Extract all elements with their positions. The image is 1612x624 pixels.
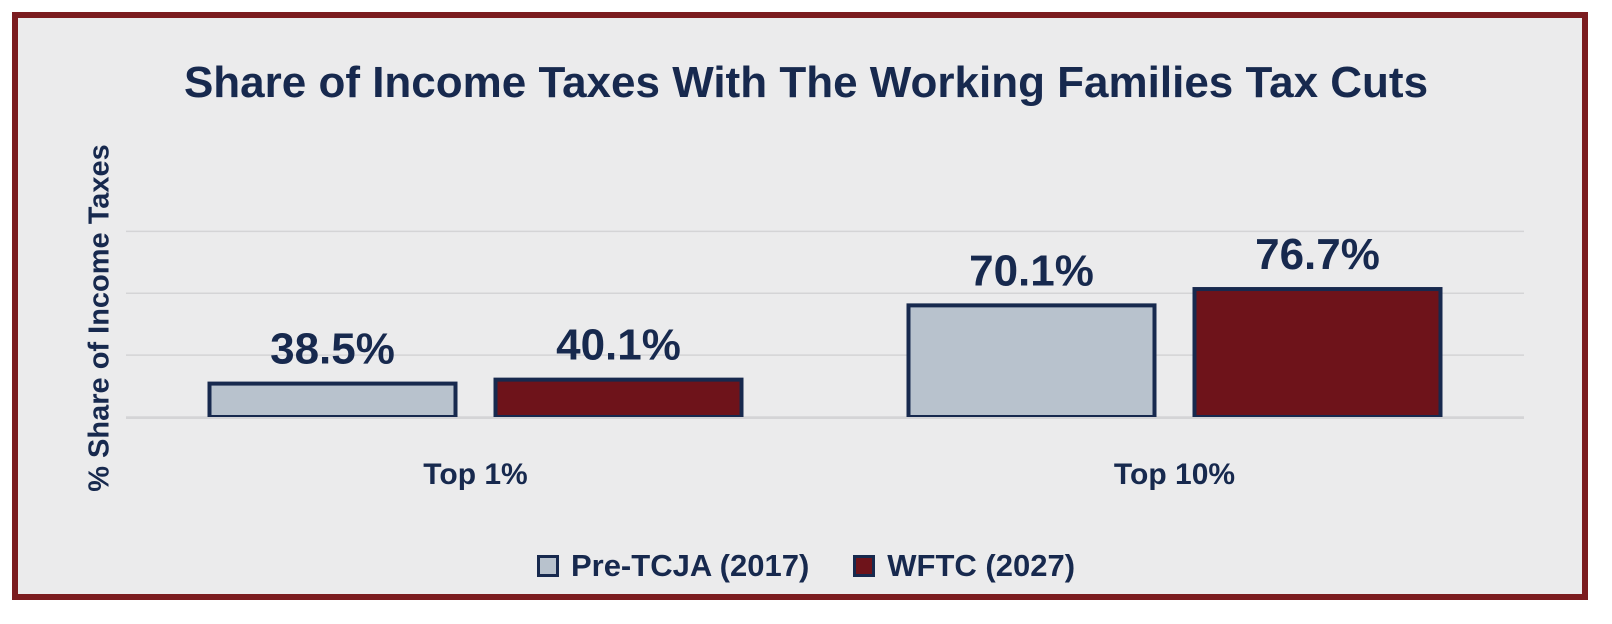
x-tick-label: Top 1% (423, 458, 527, 491)
legend-item-pre-tcja: Pre-TCJA (2017) (536, 548, 810, 584)
legend-item-wftc: WFTC (2027) (853, 548, 1075, 584)
bar-chart: 38.5% 40.1% Top 1% 70.1% 76.7% Top 10% (126, 230, 1524, 491)
data-label: 70.1% (969, 246, 1094, 295)
legend-swatch-pre-tcja (536, 555, 559, 577)
legend-label-wftc: WFTC (2027) (887, 548, 1076, 583)
legend-swatch-wftc (853, 555, 876, 577)
bar-top10-series-1 (1192, 287, 1443, 420)
legend-label-pre-tcja: Pre-TCJA (2017) (570, 548, 810, 583)
legend: Pre-TCJA (2017) WFTC (2027) (18, 548, 1594, 584)
x-tick-label: Top 10% (1114, 458, 1235, 491)
bar-top1-series-0 (207, 381, 458, 419)
chart-frame: Share of Income Taxes With The Working F… (12, 12, 1588, 600)
data-label: 40.1% (556, 321, 681, 370)
bar-top10-series-0 (906, 303, 1157, 419)
data-label: 38.5% (270, 325, 395, 374)
data-label: 76.7% (1255, 230, 1380, 279)
chart-title: Share of Income Taxes With The Working F… (183, 58, 1429, 107)
bar-top1-series-1 (493, 377, 744, 420)
